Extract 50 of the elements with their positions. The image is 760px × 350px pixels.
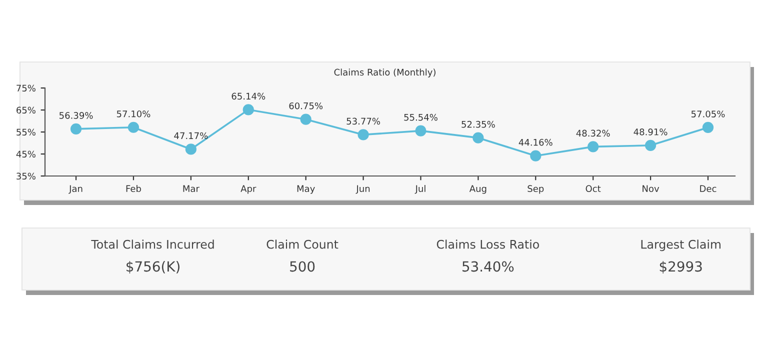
x-tick-label: Oct bbox=[586, 185, 601, 192]
text: Largest Claim bbox=[641, 240, 720, 252]
chart-title: Claims Ratio (Monthly) bbox=[334, 68, 436, 78]
x-tick-label: Apr bbox=[240, 185, 256, 194]
data-label: 52.35% bbox=[462, 120, 495, 128]
point bbox=[128, 122, 140, 133]
y-tick-label: 55% bbox=[16, 128, 36, 136]
data-label: 60.75% bbox=[289, 102, 323, 110]
x-tick-label: Aug bbox=[469, 185, 486, 194]
text: $756(K) bbox=[126, 260, 180, 274]
y-tick-label: 35% bbox=[16, 172, 36, 180]
point bbox=[472, 132, 484, 144]
point bbox=[415, 125, 426, 136]
y-tick-label: 75% bbox=[16, 84, 36, 92]
text: Total Claims Incurred bbox=[91, 240, 214, 249]
text: 500 bbox=[290, 261, 315, 272]
data-label: 47.17% bbox=[174, 132, 208, 140]
point bbox=[702, 122, 714, 134]
data-label: 44.16% bbox=[518, 138, 552, 146]
x-tick-label: Sep bbox=[528, 185, 544, 194]
y-tick-label: 65% bbox=[16, 106, 36, 114]
y-tick-label: 45% bbox=[16, 150, 36, 158]
point bbox=[300, 114, 312, 125]
data-label: 57.10% bbox=[116, 110, 150, 118]
x-tick-label: May bbox=[297, 185, 315, 194]
x-tick-label: Dec bbox=[700, 185, 716, 192]
point bbox=[358, 129, 369, 140]
x-tick-label: Feb bbox=[126, 185, 141, 192]
text: Claim Count bbox=[266, 240, 338, 249]
x-tick-label: Nov bbox=[642, 185, 660, 192]
data-label: 48.32% bbox=[576, 130, 610, 137]
x-tick-label: Jul bbox=[414, 185, 426, 194]
text: Claims Loss Ratio bbox=[436, 240, 539, 249]
point bbox=[644, 140, 656, 151]
point bbox=[242, 104, 254, 116]
point bbox=[70, 123, 82, 134]
data-label: 48.91% bbox=[634, 128, 668, 136]
data-label: 57.05% bbox=[691, 110, 725, 118]
x-tick-label: Jan bbox=[68, 185, 82, 194]
data-label: 65.14% bbox=[232, 92, 266, 100]
data-label: 53.77% bbox=[346, 118, 380, 125]
text: $2993 bbox=[660, 260, 702, 274]
point bbox=[185, 144, 196, 155]
text: 53.40% bbox=[462, 261, 514, 272]
point bbox=[530, 150, 542, 162]
x-tick-label: Jun bbox=[356, 185, 370, 194]
point bbox=[588, 141, 599, 152]
data-label: 56.39% bbox=[60, 112, 93, 119]
x-tick-label: Mar bbox=[183, 185, 200, 192]
data-label: 55.54% bbox=[404, 114, 438, 121]
